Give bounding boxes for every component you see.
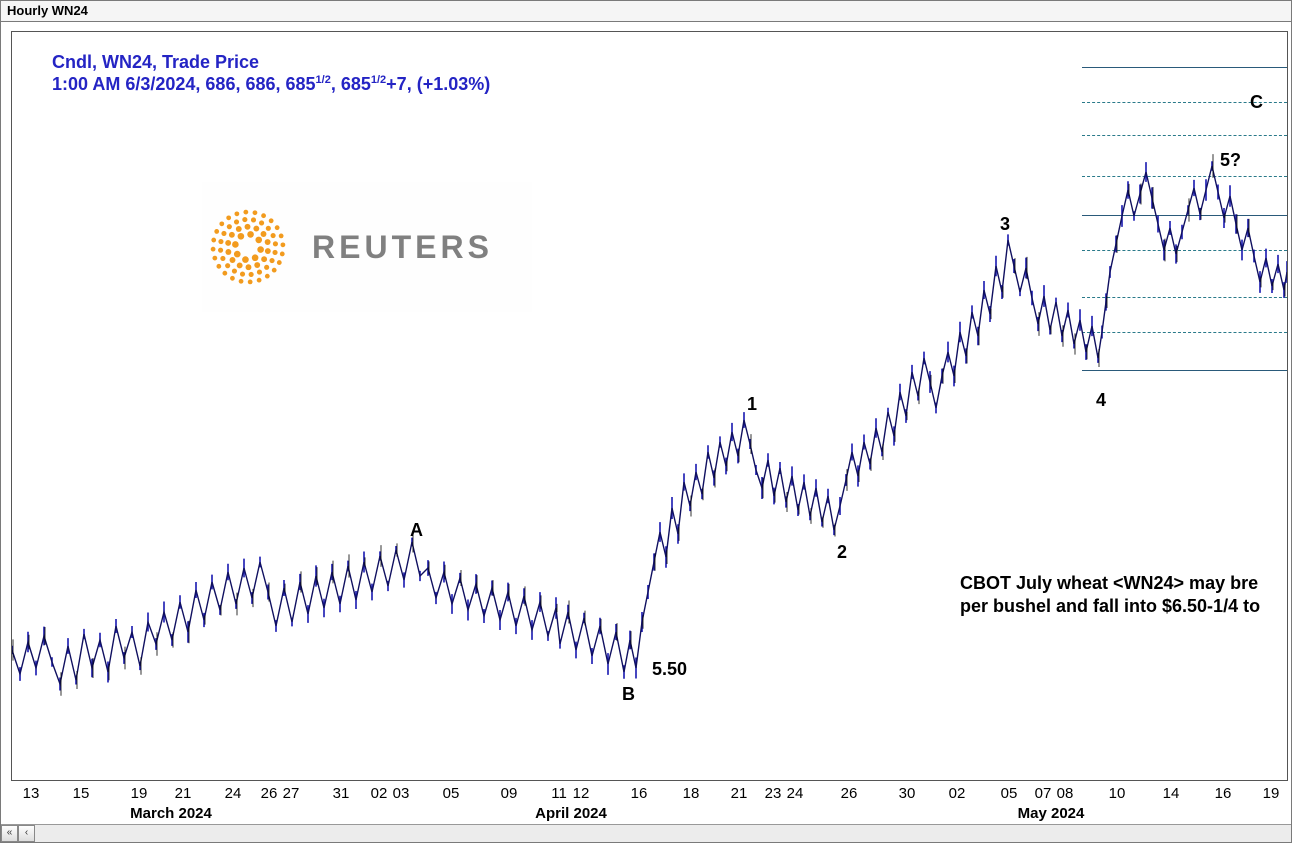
x-tick: 08 — [1057, 785, 1074, 802]
commentary-line1: CBOT July wheat <WN24> may bre — [960, 572, 1260, 595]
x-tick: 23 — [765, 785, 782, 802]
x-month-label: March 2024 — [130, 805, 212, 822]
x-tick: 09 — [501, 785, 518, 802]
x-tick: 19 — [131, 785, 148, 802]
window-title: Hourly WN24 — [1, 1, 1291, 22]
x-tick: 27 — [283, 785, 300, 802]
x-tick: 05 — [1001, 785, 1018, 802]
wave-label: B — [622, 684, 635, 705]
wave-label: 5? — [1220, 150, 1241, 171]
x-tick: 21 — [731, 785, 748, 802]
x-tick: 16 — [1215, 785, 1232, 802]
x-tick: 18 — [683, 785, 700, 802]
wave-label: 5.50 — [652, 659, 687, 680]
commentary-line2: per bushel and fall into $6.50-1/4 to — [960, 595, 1260, 618]
x-tick: 13 — [23, 785, 40, 802]
x-tick: 02 — [371, 785, 388, 802]
x-tick: 15 — [73, 785, 90, 802]
x-tick: 05 — [443, 785, 460, 802]
x-tick: 03 — [393, 785, 410, 802]
x-tick: 26 — [841, 785, 858, 802]
wave-label: 1 — [747, 394, 757, 415]
wave-label: 2 — [837, 542, 847, 563]
x-tick: 24 — [225, 785, 242, 802]
x-tick: 14 — [1163, 785, 1180, 802]
chart-area[interactable]: Cndl, WN24, Trade Price 1:00 AM 6/3/2024… — [11, 31, 1288, 781]
x-tick: 26 — [261, 785, 278, 802]
wave-label: C — [1250, 92, 1263, 113]
x-tick: 31 — [333, 785, 350, 802]
x-month-label: April 2024 — [535, 805, 607, 822]
x-axis: 13 15 19 21 24 26 27 31 02 03 05 09 11 12 16 18 21 23 24 26… — [11, 783, 1286, 823]
x-tick: 21 — [175, 785, 192, 802]
horizontal-scrollbar[interactable]: « ‹ — [1, 824, 1291, 842]
chart-window: Hourly WN24 Cndl, WN24, Trade Price 1:00… — [0, 0, 1292, 843]
x-tick: 24 — [787, 785, 804, 802]
x-month-label: May 2024 — [1018, 805, 1085, 822]
wave-label: 3 — [1000, 214, 1010, 235]
scroll-left-button[interactable]: ‹ — [18, 825, 35, 842]
x-tick: 30 — [899, 785, 916, 802]
x-tick: 19 — [1263, 785, 1280, 802]
wave-label: A — [410, 520, 423, 541]
scroll-first-button[interactable]: « — [1, 825, 18, 842]
commentary-text: CBOT July wheat <WN24> may bre per bushe… — [960, 572, 1260, 619]
x-tick: 12 — [573, 785, 590, 802]
x-tick: 16 — [631, 785, 648, 802]
x-tick: 02 — [949, 785, 966, 802]
x-tick: 11 — [551, 785, 567, 802]
wave-label: 4 — [1096, 390, 1106, 411]
x-tick: 07 — [1035, 785, 1052, 802]
x-tick: 10 — [1109, 785, 1126, 802]
